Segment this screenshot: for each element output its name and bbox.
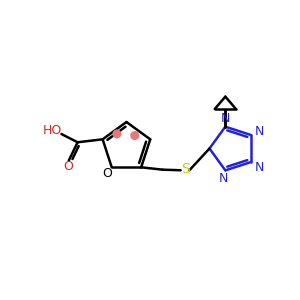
Text: O: O xyxy=(63,160,73,173)
Text: N: N xyxy=(255,161,264,174)
Circle shape xyxy=(113,130,121,138)
Text: N: N xyxy=(255,125,264,138)
Circle shape xyxy=(131,132,139,140)
Text: S: S xyxy=(181,162,190,176)
Text: N: N xyxy=(219,172,229,185)
Text: N: N xyxy=(221,112,230,125)
Text: HO: HO xyxy=(42,124,62,137)
Text: O: O xyxy=(102,167,112,180)
